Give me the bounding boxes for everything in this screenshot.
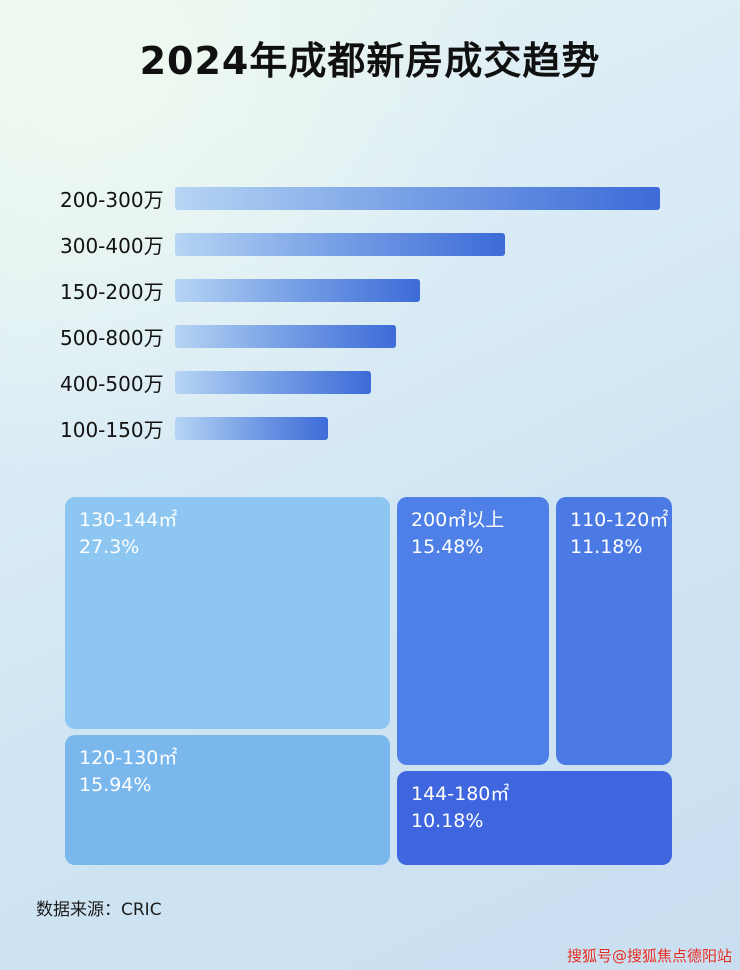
treemap-block-percent: 15.48% [411, 535, 484, 558]
bar-fill [175, 371, 372, 394]
treemap-block-label: 200㎡以上 [411, 509, 505, 531]
bar-row: 300-400万 [60, 222, 680, 268]
treemap-right-column: 200㎡以上 15.48% 110-120㎡ 11.18% 144-180㎡ 1… [397, 497, 672, 865]
bar-row: 150-200万 [60, 268, 680, 314]
bar-category-label: 300-400万 [60, 234, 164, 258]
bar-category-label: 500-800万 [60, 326, 164, 350]
bar-row: 500-800万 [60, 314, 680, 360]
page-title: 2024年成都新房成交趋势 [139, 39, 601, 83]
price-range-bar-chart: 200-300万 300-400万 150-200万 500-800万 400- [60, 176, 680, 452]
treemap-block-label: 144-180㎡ [411, 783, 510, 805]
bar-row: 100-150万 [60, 406, 680, 452]
bar-track [175, 187, 660, 210]
bar-fill [175, 417, 328, 440]
bar-fill [175, 325, 396, 348]
treemap-left-column: 130-144㎡ 27.3% 120-130㎡ 15.94% [65, 497, 390, 865]
bar-category-label: 150-200万 [60, 280, 164, 304]
treemap-block-label: 120-130㎡ [79, 747, 178, 769]
treemap-right-top-row: 200㎡以上 15.48% 110-120㎡ 11.18% [397, 497, 672, 765]
bar-fill [175, 187, 660, 210]
bar-row: 400-500万 [60, 360, 680, 406]
bar-track [175, 371, 660, 394]
bar-category-label: 200-300万 [60, 188, 164, 212]
treemap-block-percent: 27.3% [79, 535, 140, 558]
treemap-block-200-plus: 200㎡以上 15.48% [397, 497, 549, 765]
treemap-block-label: 130-144㎡ [79, 509, 178, 531]
treemap-block-percent: 11.18% [570, 535, 643, 558]
bar-category-label: 100-150万 [60, 418, 164, 442]
treemap-block-percent: 15.94% [79, 773, 152, 796]
bar-track [175, 279, 660, 302]
bar-fill [175, 279, 420, 302]
watermark-text: 搜狐号@搜狐焦点德阳站 [566, 947, 732, 965]
treemap-block-percent: 10.18% [411, 809, 484, 832]
treemap-block-144-180: 144-180㎡ 10.18% [397, 771, 672, 865]
area-segment-treemap: 130-144㎡ 27.3% 120-130㎡ 15.94% 200㎡以上 15… [65, 497, 672, 865]
bar-track [175, 325, 660, 348]
treemap-block-label: 110-120㎡ [570, 509, 669, 531]
bar-category-label: 400-500万 [60, 372, 164, 396]
bar-row: 200-300万 [60, 176, 680, 222]
treemap-block-130-144: 130-144㎡ 27.3% [65, 497, 390, 729]
data-source-note: 数据来源：CRIC [36, 900, 162, 920]
bar-track [175, 417, 660, 440]
treemap-block-110-120: 110-120㎡ 11.18% [556, 497, 672, 765]
treemap-block-120-130: 120-130㎡ 15.94% [65, 735, 390, 865]
bar-track [175, 233, 660, 256]
bar-fill [175, 233, 505, 256]
